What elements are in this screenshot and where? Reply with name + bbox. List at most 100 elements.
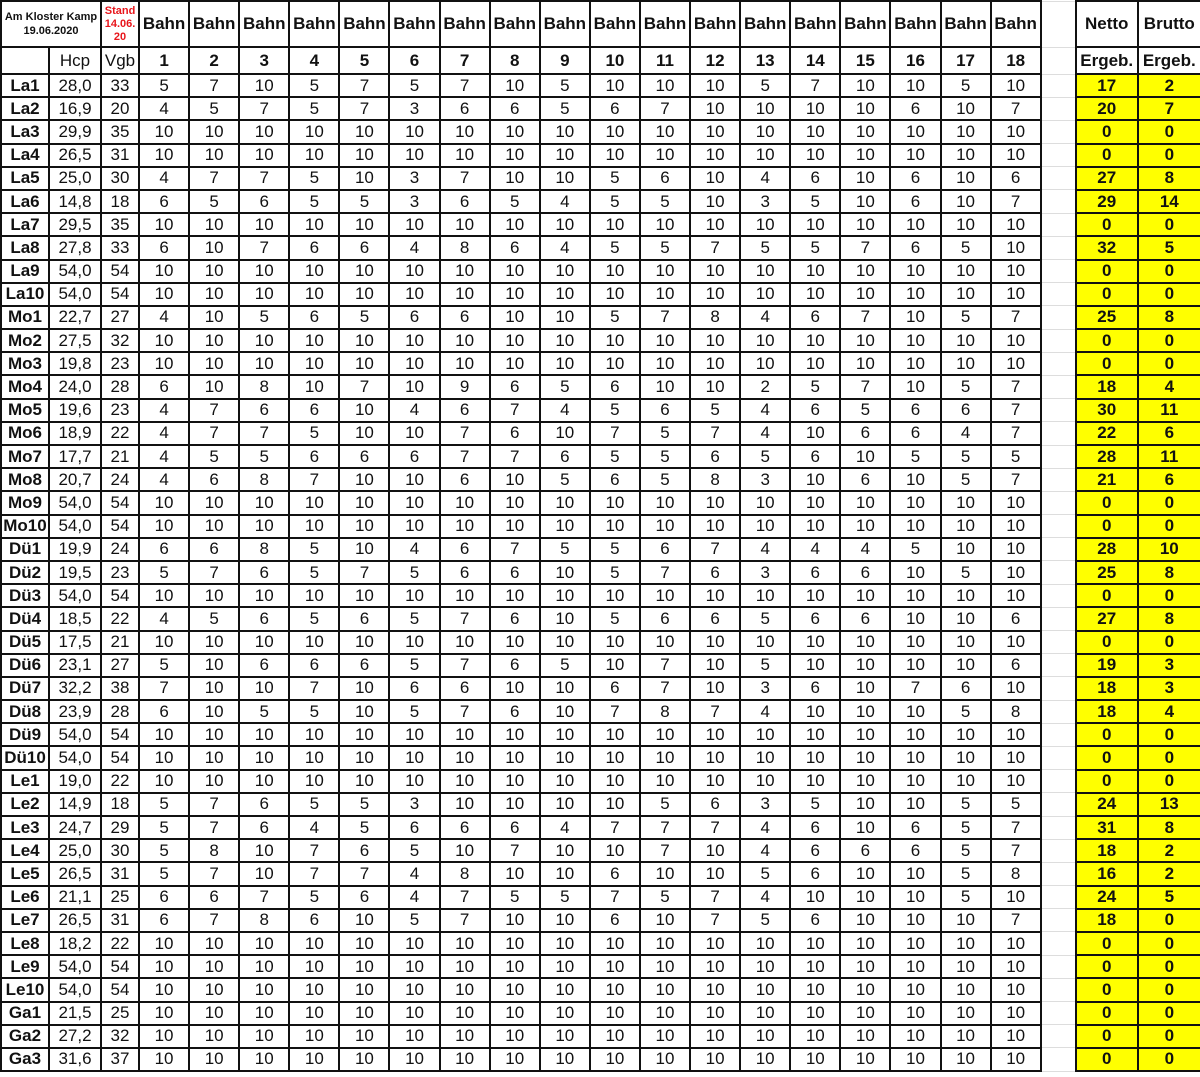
brutto-result: 8	[1136, 559, 1200, 586]
player-name: Le10	[0, 977, 50, 1003]
brutto-result: 0	[1136, 722, 1200, 748]
hole-score: 10	[188, 119, 241, 145]
hole-score: 10	[889, 745, 942, 771]
hole-score: 3	[739, 188, 792, 215]
hole-score: 10	[288, 1046, 341, 1073]
hole-score: 9	[438, 374, 491, 400]
player-name: Le1	[0, 768, 50, 794]
hole-score: 8	[238, 467, 291, 493]
hole-score: 10	[939, 258, 992, 284]
table-row: Dü5 17,5 21 10 10 10 10 10 10 10 10 10 10 10 10 10 10 10 1…	[0, 629, 1200, 655]
hole-score: 10	[689, 142, 742, 168]
hole-score: 10	[238, 838, 291, 864]
hole-score: 10	[638, 977, 692, 1003]
player-name: La10	[0, 281, 50, 307]
hole-score: 6	[338, 884, 391, 910]
hole-score: 10	[839, 861, 892, 887]
hole-score: 10	[588, 212, 641, 238]
brutto-result-header: Ergeb.	[1136, 46, 1200, 75]
hole-score: 5	[939, 559, 992, 586]
hole-score: 6	[188, 884, 241, 910]
hole-score: 10	[739, 142, 792, 168]
hole-score: 10	[288, 930, 341, 957]
hole-score: 5	[839, 397, 892, 423]
player-name: Dü7	[0, 675, 50, 702]
hole-score: 10	[689, 490, 742, 516]
hole-score: 5	[889, 536, 942, 562]
table-row: Dü1 19,9 24 6 6 8 5 10 4 6 7 5 5 6 7 4 4 4 5 10 10 28 10	[0, 536, 1200, 562]
hole-score: 5	[989, 443, 1042, 470]
hcp-value: 27,2	[47, 1023, 103, 1049]
hole-score: 10	[638, 212, 692, 238]
hole-score: 6	[588, 467, 641, 493]
hole-score: 7	[188, 559, 241, 586]
hole-header-5: Bahn	[338, 0, 391, 48]
hcp-value: 18,9	[47, 420, 103, 447]
hole-score: 10	[638, 142, 692, 168]
hole-score: 7	[188, 907, 241, 933]
hole-score: 10	[989, 930, 1042, 957]
hole-score: 5	[739, 235, 792, 261]
hole-score: 10	[789, 513, 842, 539]
brutto-result: 2	[1136, 72, 1200, 99]
hole-header-10: Bahn	[588, 0, 641, 48]
table-row: Mo1 22,7 27 4 10 5 6 5 6 6 10 10 5 7 8 4 6 7 10 5 7 25 8	[0, 304, 1200, 331]
hole-score: 3	[739, 559, 792, 586]
hole-score: 10	[488, 304, 541, 331]
hole-score: 5	[638, 420, 692, 447]
hole-score: 10	[839, 258, 892, 284]
stand-label: Stand	[104, 4, 136, 17]
spacer-cell	[1039, 73, 1077, 98]
hole-score: 10	[388, 722, 441, 748]
hole-score: 10	[889, 304, 942, 331]
player-name: Ga2	[0, 1023, 50, 1049]
hole-score: 4	[538, 397, 591, 423]
hole-score: 5	[689, 397, 742, 423]
hole-score: 10	[488, 768, 541, 794]
hole-score: 10	[889, 907, 942, 933]
hole-score: 10	[538, 791, 591, 818]
spacer-cell	[1039, 189, 1077, 214]
brutto-result: 0	[1136, 142, 1200, 168]
hole-score: 10	[138, 328, 191, 354]
hole-score: 6	[839, 467, 892, 493]
hole-score: 10	[188, 652, 241, 678]
hole-score: 10	[138, 258, 191, 284]
hole-score: 4	[138, 420, 191, 447]
hole-score: 10	[638, 351, 692, 377]
hole-score: 10	[989, 768, 1042, 794]
hole-score: 7	[238, 884, 291, 910]
table-row: Ga2 27,2 32 10 10 10 10 10 10 10 10 10 10 10 10 10 10 10 1…	[0, 1023, 1200, 1049]
spacer-cell	[1039, 861, 1077, 887]
hole-score: 10	[989, 1046, 1042, 1073]
hole-score: 7	[839, 374, 892, 400]
hole-header-7: Bahn	[438, 0, 491, 48]
hole-score: 7	[138, 675, 191, 702]
hole-score: 3	[739, 467, 792, 493]
hole-score: 4	[739, 397, 792, 423]
vgb-value: 18	[100, 188, 141, 215]
hole-score: 10	[288, 954, 341, 980]
spacer-cell	[1039, 514, 1077, 539]
hole-score: 10	[538, 281, 591, 307]
netto-result: 25	[1074, 559, 1139, 586]
player-name: Mo4	[0, 374, 50, 400]
hole-score: 6	[238, 652, 291, 678]
hole-score: 10	[438, 142, 491, 168]
hole-score: 6	[188, 536, 241, 562]
hole-score: 10	[588, 954, 641, 980]
hole-score: 10	[238, 281, 291, 307]
hole-score: 10	[338, 467, 391, 493]
hole-score: 5	[538, 536, 591, 562]
hole-score: 10	[338, 907, 391, 933]
hole-score: 10	[488, 467, 541, 493]
vgb-value: 31	[100, 907, 141, 933]
vgb-value: 29	[100, 814, 141, 841]
hole-score: 7	[638, 559, 692, 586]
hole-score: 10	[438, 513, 491, 539]
hole-score: 6	[889, 814, 942, 841]
hole-score: 10	[739, 212, 792, 238]
hole-score: 10	[889, 652, 942, 678]
hole-score: 10	[889, 490, 942, 516]
hole-score: 6	[588, 907, 641, 933]
